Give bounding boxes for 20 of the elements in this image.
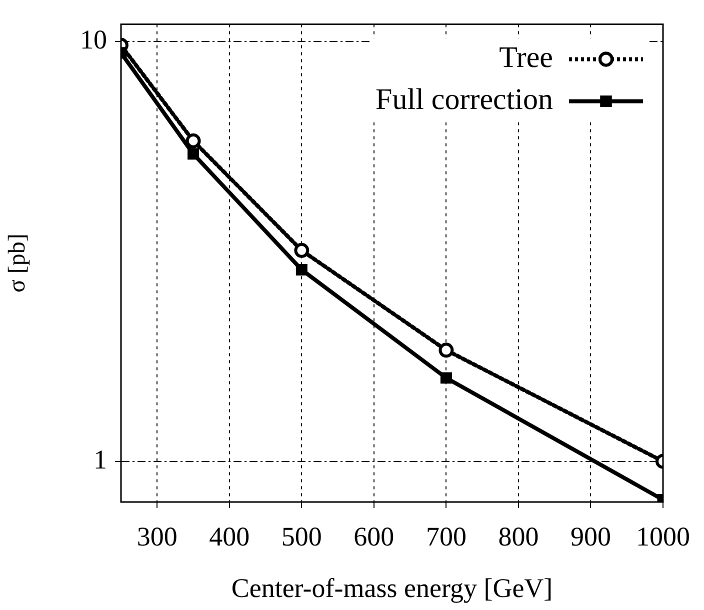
x-tick-label: 700 — [426, 521, 466, 552]
point — [438, 342, 454, 358]
x-tick-label: 300 — [136, 521, 178, 552]
x-tick-label: 400 — [209, 521, 250, 552]
point — [186, 133, 201, 148]
legend-label: Tree — [499, 41, 553, 74]
x-tick-label: 900 — [570, 521, 611, 552]
x-tick-label: 500 — [281, 521, 322, 552]
y-tick-label: 1 — [94, 444, 107, 474]
x-tick-label: 800 — [498, 521, 539, 552]
y-tick-label: 10 — [80, 24, 107, 55]
legend-label: Full correction — [376, 83, 553, 116]
point — [440, 372, 452, 384]
point — [296, 264, 308, 276]
y-axis-title: σ [pb] — [4, 234, 31, 293]
x-tick-label: 600 — [354, 521, 394, 552]
point — [294, 242, 310, 258]
x-tick-label: 1000 — [636, 521, 690, 552]
point — [188, 148, 200, 160]
x-axis-title: Center-of-mass energy [GeV] — [231, 572, 553, 603]
